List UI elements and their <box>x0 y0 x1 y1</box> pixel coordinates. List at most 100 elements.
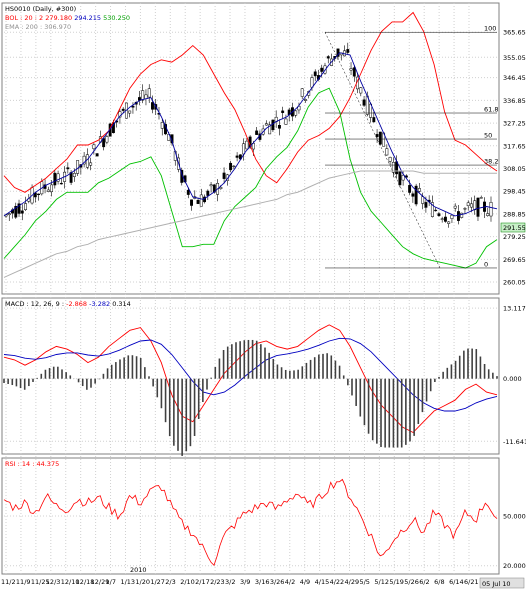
rsi-legend: RSI : 14 : 44.375 <box>5 460 59 468</box>
date-axis-tick: 1/7 <box>106 578 116 586</box>
date-axis-tick: 5/5 <box>359 578 369 586</box>
candle-body <box>121 108 125 111</box>
price-axis-tick: 269.65 <box>503 256 526 264</box>
candle-body <box>424 202 428 208</box>
date-axis-tick: 12/3 <box>46 578 61 586</box>
last-price-label: 291.55 <box>503 224 526 232</box>
price-axis-tick: 279.25 <box>503 233 526 241</box>
candle-body <box>362 99 366 106</box>
candle-body <box>466 202 470 207</box>
date-axis-tick: 3/9 <box>240 578 250 586</box>
candle-body <box>196 199 200 204</box>
candle-body <box>72 173 76 177</box>
candle-body <box>141 90 145 101</box>
date-axis-tick: 6/14 <box>449 578 464 586</box>
fib-level-label: 100 <box>484 25 496 33</box>
candle-body <box>76 160 80 174</box>
candle-body <box>17 203 21 214</box>
candle-body <box>229 162 233 171</box>
ema200-line <box>3 170 497 278</box>
candle-body <box>186 189 190 195</box>
candle-body <box>95 153 99 157</box>
candle-body <box>206 190 210 196</box>
candle-body <box>470 203 473 208</box>
candle-body <box>437 213 441 216</box>
candle-body <box>417 188 421 192</box>
price-pane-frame <box>1 2 500 295</box>
axis-labels: 365.65 355.05 346.45 336.85 327.25 317.65 308.… <box>1 29 526 586</box>
candle-body <box>59 182 63 185</box>
candle-body <box>160 122 164 129</box>
candle-body <box>443 216 447 222</box>
rsi-pane-frame <box>1 457 500 575</box>
candle-body <box>391 162 395 173</box>
candle-body <box>479 197 483 199</box>
date-axis-tick: 2/3 <box>165 578 175 586</box>
candle-body <box>375 134 379 137</box>
date-axis-tick: 6/8 <box>434 578 444 586</box>
price-axis-tick: 298.45 <box>503 188 526 196</box>
candle-body <box>300 88 304 97</box>
candle-body <box>408 185 412 193</box>
rsi-axis-tick: 20.000 <box>503 562 526 570</box>
candle-body <box>235 155 239 158</box>
candle-body <box>346 49 350 53</box>
candle-body <box>105 136 109 143</box>
price-axis-tick: 346.45 <box>503 74 526 82</box>
date-axis-tick: 3/26 <box>270 578 285 586</box>
candle-body <box>486 213 490 216</box>
date-axis-tick: 3/16 <box>255 578 270 586</box>
candle-body <box>456 211 460 221</box>
date-axis-tick: 2/10 <box>180 578 195 586</box>
chart-title: HS0010 (Daily, #300) <box>5 5 76 13</box>
date-axis-tick: 1/27 <box>150 578 165 586</box>
date-axis-tick: 6/2 <box>419 578 429 586</box>
candle-body <box>434 209 438 212</box>
date-axis-tick: 4/29 <box>345 578 360 586</box>
candle-body <box>453 205 457 209</box>
date-axis-tick: 3/2 <box>225 578 235 586</box>
candle-body <box>447 221 451 224</box>
candle-body <box>385 148 389 156</box>
candle-body <box>245 140 249 150</box>
macd-legend: MACD : 12, 26, 9 : -2.868 -3.282 0.314 <box>5 300 131 308</box>
candle-body <box>14 205 18 218</box>
candle-body <box>450 214 454 219</box>
candle-body <box>255 130 259 135</box>
candle-body <box>378 131 382 145</box>
date-axis-tick: 4/15 <box>315 578 330 586</box>
date-axis-tick: 1/13 <box>120 578 135 586</box>
candle-body <box>151 102 154 110</box>
candle-body <box>46 189 50 192</box>
candle-body <box>264 123 268 126</box>
ema-legend: EMA : 200 : 306.970 <box>5 23 71 31</box>
date-axis-tick: 2/17 <box>195 578 210 586</box>
bollinger-lower-line <box>3 87 498 269</box>
candle-body <box>414 185 418 205</box>
price-axis-tick: 336.85 <box>503 97 526 105</box>
candle-body <box>297 105 301 111</box>
date-axis-tick: 1/20 <box>135 578 150 586</box>
candle-body <box>349 68 353 71</box>
date-axis-tick: 12/18 <box>76 578 95 586</box>
candle-body <box>310 77 314 88</box>
candle-body <box>401 175 405 181</box>
candle-body <box>304 99 307 101</box>
candle-body <box>222 172 226 179</box>
date-axis-tick: 2/23 <box>210 578 225 586</box>
price-axis-tick: 327.25 <box>503 120 526 128</box>
date-axis-tick: 11/9 <box>16 578 31 586</box>
price-axis-tick: 317.65 <box>503 142 526 150</box>
candle-body <box>128 110 132 114</box>
candle-body <box>388 157 392 162</box>
candle-body <box>421 196 425 204</box>
candle-body <box>294 110 298 116</box>
date-axis-tick: 12/10 <box>61 578 80 586</box>
macd-axis-tick: 0.000 <box>503 375 522 383</box>
price-axis-tick: 365.65 <box>503 29 526 37</box>
candle-body <box>232 165 236 168</box>
candle-body <box>20 210 24 214</box>
candle-body <box>56 173 60 182</box>
year-label: 2010 <box>130 566 147 574</box>
